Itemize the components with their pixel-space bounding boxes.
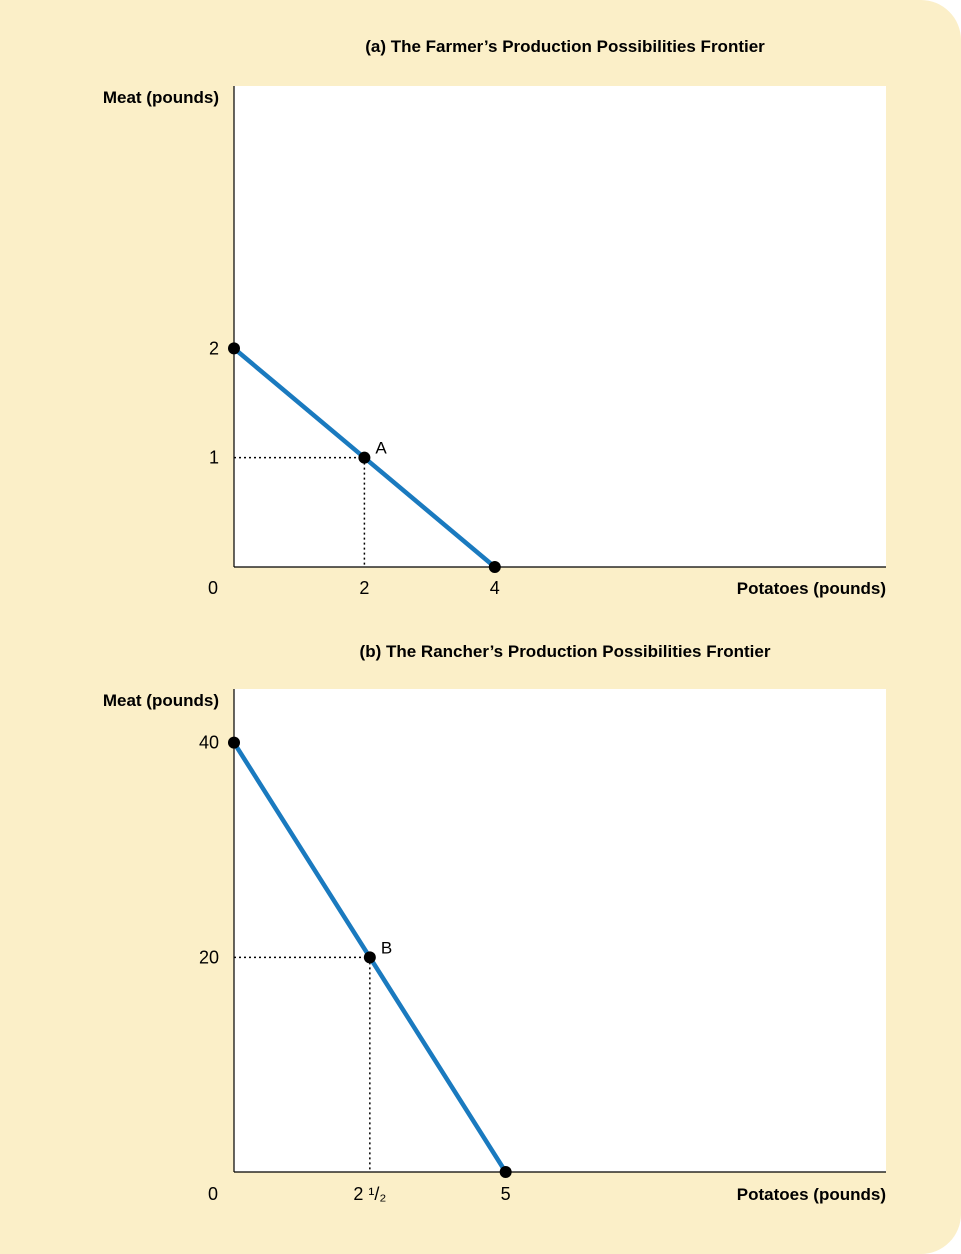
chart2-point-0 <box>228 736 240 749</box>
chart1-origin-label: 0 <box>208 578 218 598</box>
chart2-x-axis-label: Potatoes (pounds) <box>737 1185 886 1204</box>
chart1-x-tick-label-1: 4 <box>490 578 500 598</box>
chart1-plot-area <box>234 86 886 567</box>
chart1-y-axis-label: Meat (pounds) <box>103 88 219 107</box>
chart1-point-2 <box>488 561 501 573</box>
chart1-x-tick-label-0: 2 <box>359 578 369 598</box>
chart2-x-tick-label-1: 5 <box>501 1184 511 1204</box>
chart2-title: (b) The Rancher’s Production Possibiliti… <box>360 642 771 661</box>
chart1-point-1 <box>358 451 371 464</box>
chart1-x-axis-label: Potatoes (pounds) <box>737 579 886 598</box>
chart1-title: (a) The Farmer’s Production Possibilitie… <box>365 37 765 56</box>
chart1-point-0 <box>228 342 240 355</box>
chart2-plot-area <box>234 689 886 1172</box>
chart2-y-tick-label-1: 40 <box>199 733 219 753</box>
chart2-x-tick-label-0: 2 ¹/₂ <box>353 1184 386 1204</box>
chart1-y-tick-label-1: 2 <box>209 338 219 358</box>
chart1-y-tick-label-0: 1 <box>209 448 219 468</box>
chart2-point-2 <box>499 1166 512 1178</box>
chart2-point-label-1: B <box>381 938 392 957</box>
chart1-point-label-1: A <box>375 439 387 458</box>
chart2-y-axis-label: Meat (pounds) <box>103 691 219 710</box>
chart2-origin-label: 0 <box>208 1184 218 1204</box>
chart2-point-1 <box>363 951 376 964</box>
chart2-y-tick-label-0: 20 <box>199 947 219 967</box>
